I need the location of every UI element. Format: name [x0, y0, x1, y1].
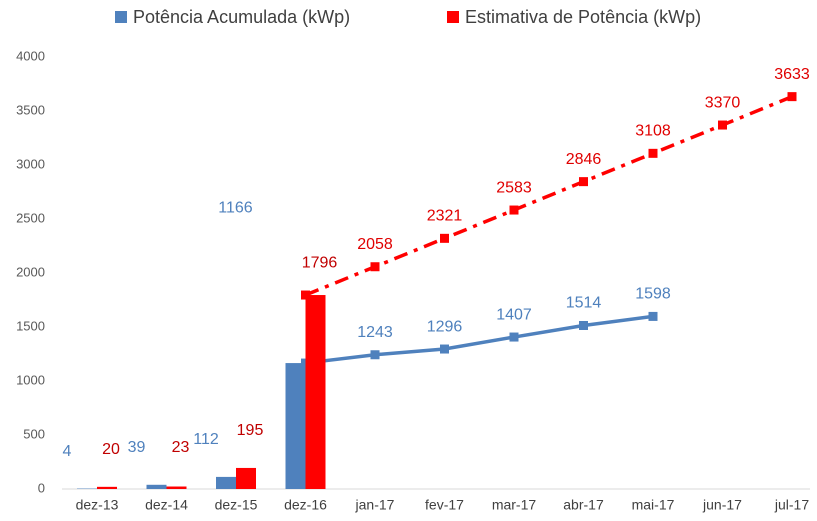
data-label: 2583 [496, 179, 532, 196]
y-tick-label: 4000 [16, 48, 45, 63]
x-tick-label: dez-14 [145, 497, 188, 513]
marker [648, 148, 658, 158]
data-label: 1598 [635, 286, 671, 303]
x-tick-label: jun-17 [702, 497, 742, 513]
x-tick-label: dez-15 [215, 497, 258, 513]
bar [305, 295, 326, 489]
legend-swatch [115, 11, 127, 23]
x-tick-label: jan-17 [355, 497, 395, 513]
x-tick-label: mar-17 [492, 497, 537, 513]
data-label: 1796 [302, 254, 338, 271]
data-label: 3633 [774, 66, 810, 83]
legend-label: Potência Acumulada (kWp) [133, 7, 350, 27]
bar [285, 363, 306, 489]
marker [509, 332, 519, 342]
marker [301, 290, 310, 300]
marker [579, 320, 588, 330]
data-label: 4 [63, 443, 72, 460]
x-tick-label: dez-13 [76, 497, 119, 513]
data-label: 23 [172, 439, 190, 456]
marker [370, 350, 380, 360]
data-label: 2846 [566, 151, 602, 168]
legend-label: Estimativa de Potência (kWp) [465, 7, 701, 27]
y-tick-label: 0 [38, 480, 45, 495]
bar [97, 486, 117, 489]
marker [509, 205, 519, 215]
x-tick-label: abr-17 [563, 497, 604, 513]
data-label: 2321 [427, 208, 463, 225]
y-tick-label: 500 [23, 426, 45, 441]
data-label: 1407 [496, 306, 532, 323]
bar [216, 476, 236, 489]
data-label: 195 [237, 422, 264, 439]
x-tick-label: mai-17 [632, 497, 675, 513]
x-tick-label: dez-16 [284, 497, 327, 513]
marker [648, 311, 658, 321]
line [304, 95, 793, 297]
y-tick-label: 3500 [16, 102, 45, 117]
x-tick-label: fev-17 [425, 497, 464, 513]
y-tick-label: 1500 [16, 318, 45, 333]
marker [579, 177, 588, 187]
x-tick-label: jul-17 [774, 497, 809, 513]
marker [440, 344, 449, 354]
y-tick-label: 1000 [16, 372, 45, 387]
data-label: 3370 [705, 94, 741, 111]
data-label: 3108 [635, 123, 671, 140]
marker [370, 262, 380, 272]
bar [146, 484, 167, 489]
y-tick-label: 2000 [16, 264, 45, 279]
marker [718, 120, 727, 130]
data-label: 112 [193, 431, 219, 448]
data-label: 1243 [357, 324, 393, 341]
marker [440, 233, 449, 243]
data-label: 1296 [427, 318, 463, 335]
marker [787, 92, 797, 102]
bar [236, 467, 256, 489]
y-tick-label: 3000 [16, 156, 45, 171]
legend-swatch [447, 11, 459, 23]
data-label: 1514 [566, 295, 602, 312]
line [305, 314, 654, 365]
y-tick-label: 2500 [16, 210, 45, 225]
bar [166, 486, 187, 489]
data-label: 2058 [357, 236, 393, 253]
data-label: 1166 [218, 199, 253, 216]
data-label: 20 [102, 441, 120, 458]
data-label: 39 [128, 439, 146, 456]
